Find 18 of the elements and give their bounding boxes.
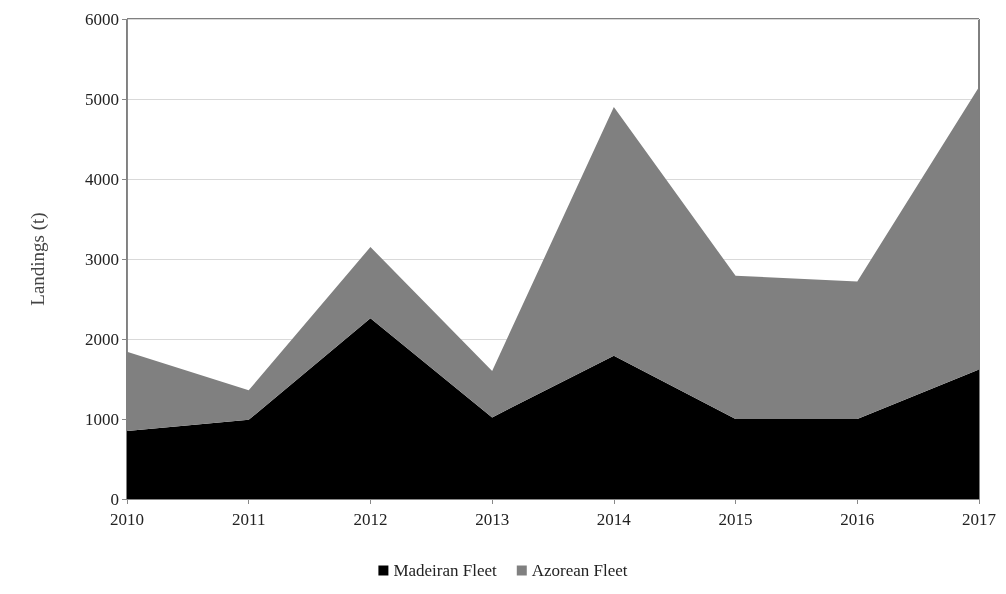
x-tick-label: 2012 bbox=[353, 510, 388, 529]
y-axis-title: Landings (t) bbox=[27, 212, 49, 306]
y-tick-label: 0 bbox=[110, 489, 119, 509]
x-tick-label: 2013 bbox=[475, 510, 510, 529]
y-tick-label: 5000 bbox=[85, 89, 119, 109]
y-tick-label: 1000 bbox=[85, 409, 119, 429]
y-tick-label: 2000 bbox=[85, 329, 119, 349]
y-tick-label: 4000 bbox=[85, 169, 119, 189]
y-tick-label: 3000 bbox=[85, 249, 119, 269]
x-tick-label: 2016 bbox=[840, 510, 875, 529]
y-tick-label: 6000 bbox=[85, 9, 119, 29]
x-tick-label: 2011 bbox=[232, 510, 266, 529]
x-tick-label: 2017 bbox=[962, 510, 997, 529]
legend-label: Azorean Fleet bbox=[531, 561, 628, 580]
x-tick-label: 2015 bbox=[718, 510, 753, 529]
x-tick-label: 2010 bbox=[110, 510, 144, 529]
x-tick-label: 2014 bbox=[596, 510, 632, 529]
legend-label: Madeiran Fleet bbox=[393, 561, 498, 580]
